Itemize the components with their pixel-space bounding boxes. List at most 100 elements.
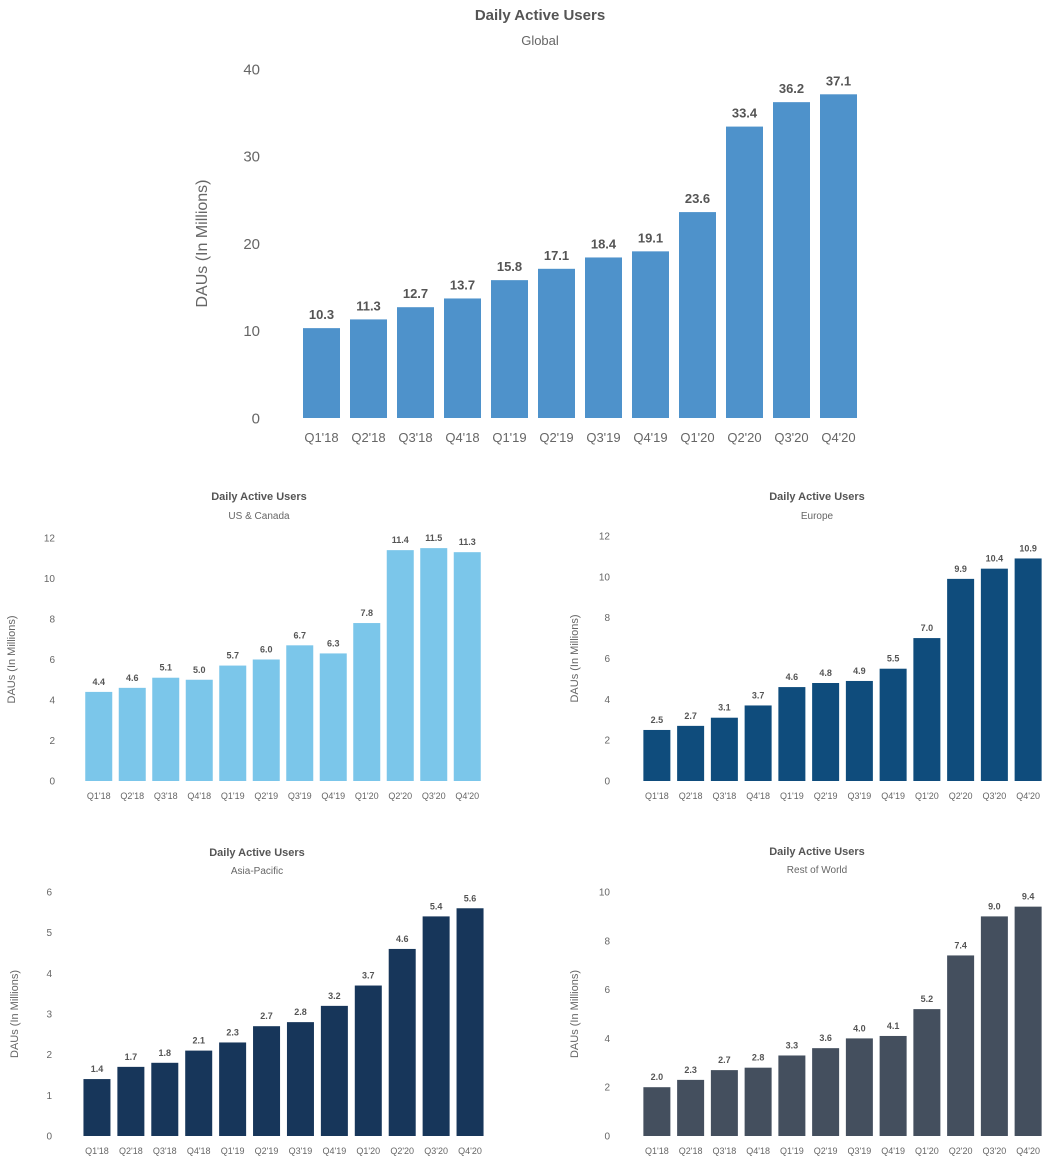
y-tick-label: 6 bbox=[604, 985, 610, 996]
x-tick-label: Q2'20 bbox=[727, 430, 761, 445]
chart-subtitle: Asia-Pacific bbox=[231, 866, 283, 877]
y-tick-label: 6 bbox=[46, 888, 52, 899]
y-axis-label: DAUs (In Millions) bbox=[9, 970, 21, 1058]
data-label: 5.1 bbox=[159, 663, 172, 673]
bar bbox=[677, 1079, 705, 1136]
bar bbox=[388, 948, 416, 1136]
bar bbox=[303, 328, 340, 418]
x-tick-label: Q3'20 bbox=[422, 791, 446, 801]
data-label: 5.7 bbox=[226, 651, 239, 661]
y-tick-label: 12 bbox=[44, 534, 56, 545]
y-tick-label: 2 bbox=[604, 736, 610, 747]
data-label: 33.4 bbox=[732, 106, 758, 121]
bar bbox=[444, 298, 481, 418]
x-tick-label: Q1'20 bbox=[355, 791, 379, 801]
bar bbox=[252, 659, 280, 781]
x-tick-label: Q3'18 bbox=[153, 1146, 177, 1156]
y-tick-label: 1 bbox=[46, 1091, 52, 1102]
chart-rest-of-world: Daily Active Users Rest of World DAUs (In … bbox=[530, 834, 1047, 1158]
x-tick-label: Q2'19 bbox=[814, 1146, 838, 1156]
x-tick-label: Q3'19 bbox=[848, 791, 872, 801]
data-label: 2.1 bbox=[192, 1036, 205, 1046]
data-label: 6.0 bbox=[260, 645, 273, 655]
data-label: 7.0 bbox=[921, 623, 934, 633]
data-label: 2.0 bbox=[651, 1072, 664, 1082]
x-tick-label: Q4'18 bbox=[187, 791, 211, 801]
x-tick-label: Q1'20 bbox=[915, 791, 939, 801]
chart-title: Daily Active Users bbox=[211, 491, 307, 503]
bar bbox=[879, 1035, 907, 1136]
bar bbox=[812, 683, 840, 781]
bar bbox=[879, 668, 907, 781]
bar bbox=[117, 1066, 145, 1136]
bar bbox=[632, 251, 669, 418]
x-tick-label: Q3'18 bbox=[154, 791, 178, 801]
x-tick-label: Q2'18 bbox=[351, 430, 385, 445]
x-tick-label: Q4'18 bbox=[746, 1146, 770, 1156]
bar bbox=[456, 908, 484, 1136]
bar bbox=[947, 955, 975, 1136]
chart-title: Daily Active Users bbox=[475, 7, 605, 24]
bar bbox=[85, 691, 113, 781]
x-tick-label: Q2'20 bbox=[390, 1146, 414, 1156]
x-tick-label: Q3'18 bbox=[398, 430, 432, 445]
x-tick-label: Q3'20 bbox=[983, 791, 1007, 801]
x-tick-label: Q3'19 bbox=[289, 1146, 313, 1156]
data-label: 5.2 bbox=[921, 994, 934, 1004]
chart-us-canada: Daily Active Users US & Canada DAUs (In Mi… bbox=[0, 478, 523, 814]
x-tick-label: Q1'19 bbox=[492, 430, 526, 445]
bar bbox=[643, 729, 671, 781]
data-label: 10.4 bbox=[986, 554, 1004, 564]
data-label: 7.4 bbox=[954, 940, 967, 950]
y-tick-label: 8 bbox=[49, 615, 55, 626]
y-axis-label: DAUs (In Millions) bbox=[569, 614, 581, 702]
bar bbox=[744, 1067, 772, 1136]
y-tick-label: 40 bbox=[243, 61, 260, 78]
data-label: 4.6 bbox=[396, 934, 409, 944]
x-tick-label: Q2'20 bbox=[388, 791, 412, 801]
x-tick-label: Q4'20 bbox=[1016, 791, 1040, 801]
y-tick-label: 10 bbox=[599, 888, 611, 899]
bar bbox=[151, 1062, 179, 1136]
data-label: 1.4 bbox=[91, 1064, 104, 1074]
x-tick-label: Q2'19 bbox=[814, 791, 838, 801]
chart-title: Daily Active Users bbox=[769, 491, 865, 503]
y-tick-label: 0 bbox=[46, 1132, 52, 1143]
data-label: 2.8 bbox=[752, 1053, 765, 1063]
bar bbox=[778, 1055, 806, 1136]
bar bbox=[778, 687, 806, 781]
data-label: 1.7 bbox=[125, 1052, 138, 1062]
y-tick-label: 0 bbox=[49, 777, 55, 788]
x-tick-label: Q3'20 bbox=[424, 1146, 448, 1156]
bar bbox=[710, 1070, 738, 1136]
data-label: 2.7 bbox=[718, 1055, 731, 1065]
data-label: 9.9 bbox=[954, 564, 967, 574]
x-tick-label: Q1'19 bbox=[780, 1146, 804, 1156]
y-tick-label: 30 bbox=[243, 149, 260, 166]
data-label: 37.1 bbox=[826, 73, 851, 88]
bar bbox=[913, 638, 941, 781]
y-tick-label: 20 bbox=[243, 236, 260, 253]
y-tick-label: 3 bbox=[46, 1010, 52, 1021]
data-label: 3.6 bbox=[819, 1033, 832, 1043]
bar bbox=[947, 578, 975, 781]
bar bbox=[185, 1050, 213, 1136]
data-label: 6.7 bbox=[293, 630, 306, 640]
chart-rest-of-world-svg: Daily Active Users Rest of World DAUs (In … bbox=[569, 846, 1042, 1156]
y-tick-label: 2 bbox=[46, 1050, 52, 1061]
chart-subtitle: Europe bbox=[801, 511, 834, 522]
bar bbox=[350, 319, 387, 418]
bar bbox=[538, 268, 575, 418]
x-tick-label: Q3'20 bbox=[774, 430, 808, 445]
bar bbox=[491, 280, 528, 418]
y-tick-label: 8 bbox=[604, 936, 610, 947]
x-tick-label: Q2'18 bbox=[119, 1146, 143, 1156]
x-tick-label: Q1'18 bbox=[304, 430, 338, 445]
chart-subtitle: Rest of World bbox=[787, 865, 847, 876]
bar bbox=[677, 725, 705, 781]
x-tick-label: Q1'19 bbox=[780, 791, 804, 801]
data-label: 4.9 bbox=[853, 666, 866, 676]
data-label: 11.4 bbox=[392, 535, 409, 545]
x-tick-label: Q4'20 bbox=[455, 791, 479, 801]
bar bbox=[152, 677, 180, 781]
